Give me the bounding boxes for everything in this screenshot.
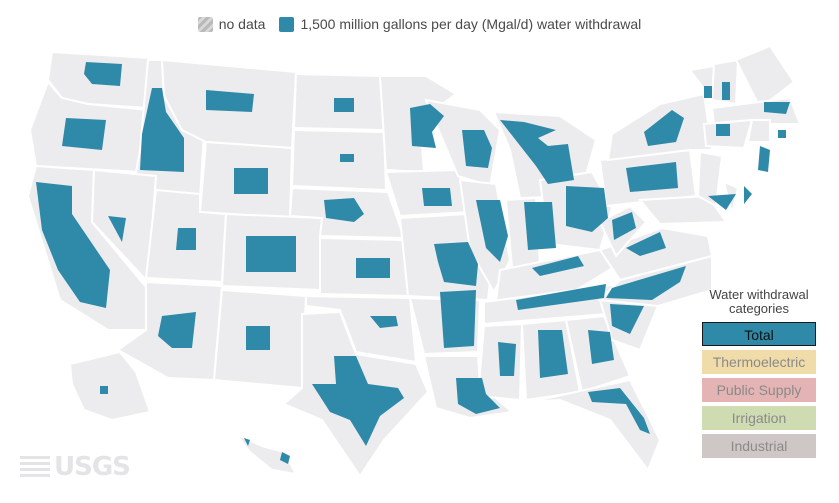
state-ri [746, 119, 771, 143]
value-swatch [279, 16, 295, 32]
withdrawal-symbol-ct [716, 124, 730, 136]
withdrawal-symbol-ar [440, 290, 476, 348]
state-sd [290, 128, 388, 192]
withdrawal-symbol-vt [704, 86, 712, 98]
withdrawal-symbol-hi [280, 452, 290, 464]
withdrawal-symbol-mi [500, 120, 574, 184]
no-data-legend-item: no data [197, 16, 266, 32]
withdrawal-symbol-or [62, 118, 106, 150]
withdrawal-symbol-wa [84, 62, 122, 86]
withdrawal-symbol-nm [246, 326, 270, 350]
usgs-logo: USGS [20, 452, 131, 482]
withdrawal-symbol-oh [566, 186, 608, 232]
withdrawal-symbol-ri [778, 130, 786, 138]
withdrawal-symbol-id [140, 88, 184, 172]
withdrawal-symbol-az [158, 312, 196, 348]
withdrawal-symbol-nc [606, 266, 686, 300]
category-panel: Water withdrawal categories Total Thermo… [702, 288, 816, 462]
no-data-swatch [197, 16, 213, 32]
withdrawal-symbol-tx [312, 356, 404, 446]
usgs-logo-text: USGS [54, 452, 131, 482]
withdrawal-symbol-hi2 [244, 438, 250, 446]
category-industrial-button[interactable]: Industrial [702, 434, 816, 458]
withdrawal-symbol-ne [324, 198, 364, 222]
withdrawal-symbol-ky [532, 256, 584, 276]
withdrawal-symbol-wy [234, 168, 268, 194]
withdrawal-symbol-il [476, 200, 508, 262]
category-irrigation-button[interactable]: Irrigation [702, 406, 816, 430]
category-panel-title: Water withdrawal categories [709, 287, 809, 316]
state-md [637, 194, 728, 226]
withdrawal-symbol-md [708, 194, 736, 210]
state-nj [696, 150, 724, 208]
withdrawal-symbol-ma [764, 102, 790, 114]
value-legend-label: 1,500 million gallons per day (Mgal/d) w… [300, 16, 642, 32]
withdrawal-symbol-ga [588, 330, 614, 364]
withdrawal-symbol-sd [340, 154, 354, 162]
category-public-supply-button[interactable]: Public Supply [702, 378, 816, 402]
category-total-button[interactable]: Total [702, 322, 816, 346]
withdrawal-symbol-pa [626, 162, 678, 192]
withdrawal-symbol-wv [612, 212, 636, 240]
withdrawal-symbol-ia [422, 188, 452, 206]
withdrawal-symbol-in [524, 202, 556, 250]
withdrawal-symbol-fl [588, 388, 650, 434]
withdrawal-symbol-mt [206, 90, 254, 112]
withdrawal-symbol-nd [334, 98, 354, 112]
no-data-label: no data [218, 16, 266, 32]
withdrawal-symbol-ca [36, 182, 110, 308]
withdrawal-symbol-de [744, 186, 752, 204]
withdrawal-symbol-tn [516, 284, 606, 310]
withdrawal-symbol-mo [434, 242, 478, 286]
usgs-wave-icon [20, 456, 50, 478]
withdrawal-symbol-va [626, 232, 666, 256]
withdrawal-symbol-ms [498, 342, 516, 376]
state-ak [68, 350, 152, 422]
withdrawal-symbol-ok [370, 316, 398, 328]
withdrawal-symbol-al [538, 330, 568, 378]
withdrawal-symbol-ks [356, 258, 390, 278]
value-legend-item: 1,500 million gallons per day (Mgal/d) w… [279, 16, 641, 32]
withdrawal-symbol-ut [176, 228, 196, 250]
withdrawal-symbol-nj [758, 146, 770, 172]
category-thermoelectric-button[interactable]: Thermoelectric [702, 350, 816, 374]
state-hi [235, 433, 298, 476]
withdrawal-symbol-nv [108, 216, 126, 242]
withdrawal-symbol-sc [610, 304, 644, 334]
state-ky [494, 248, 618, 304]
withdrawal-symbol-ny [644, 110, 684, 146]
withdrawal-symbol-nh [722, 82, 730, 100]
map-legend: no data 1,500 million gallons per day (M… [0, 16, 839, 32]
withdrawal-symbol-ak [100, 386, 108, 394]
withdrawal-symbol-co [246, 236, 296, 272]
state-me [734, 44, 796, 110]
withdrawal-symbol-mn [410, 104, 444, 148]
withdrawal-symbols [36, 62, 790, 464]
withdrawal-symbol-wi [462, 130, 492, 168]
withdrawal-symbol-la [456, 378, 500, 414]
